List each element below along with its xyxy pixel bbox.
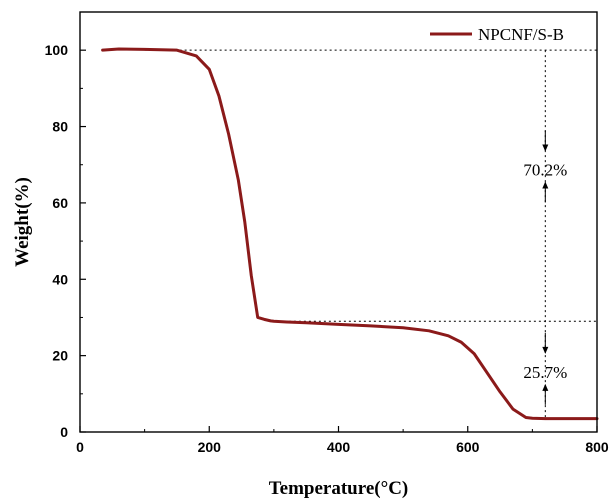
y-tick-label: 40 (52, 271, 68, 287)
y-tick-label: 80 (52, 119, 68, 135)
annotation-arrow-head (542, 144, 549, 152)
x-tick-label: 800 (585, 439, 609, 455)
x-axis-title: Temperature(°C) (269, 478, 409, 499)
y-tick-label: 20 (52, 348, 68, 364)
legend-label: NPCNF/S-B (478, 25, 564, 44)
y-tick-label: 100 (45, 42, 69, 58)
reference-lines (144, 49, 597, 420)
y-tick-label: 0 (60, 424, 68, 440)
annotation-label: 25.7% (523, 363, 567, 382)
annotation-arrow-head (542, 181, 549, 189)
y-axis-title: Weight(%) (12, 177, 33, 267)
annotation-arrow-head (542, 383, 549, 391)
x-tick-label: 400 (327, 439, 351, 455)
x-tick-label: 200 (198, 439, 222, 455)
annotations: 70.2% 25.7% (523, 130, 567, 405)
series-line (101, 47, 599, 421)
y-tick-label: 60 (52, 195, 68, 211)
series-layer (101, 47, 599, 421)
legend: NPCNF/S-B (430, 25, 564, 44)
annotation-label: 70.2% (523, 160, 567, 179)
annotation-arrow-head (542, 346, 549, 354)
x-tick-label: 0 (76, 439, 84, 455)
ticks: 0 200 400 600 800 0 20 40 60 80 100 (45, 42, 609, 455)
x-tick-label: 600 (456, 439, 480, 455)
